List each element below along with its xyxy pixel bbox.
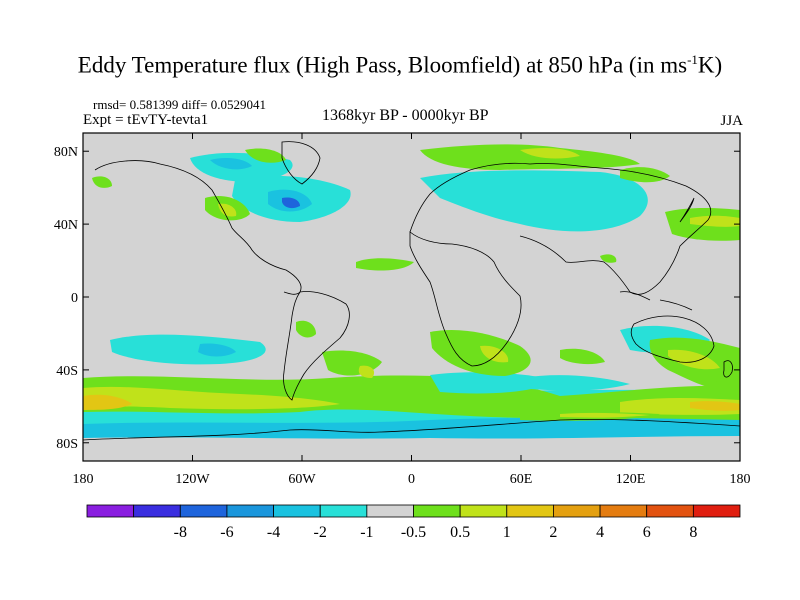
lat-tick-label: 40S bbox=[56, 364, 78, 379]
colorbar-swatch bbox=[319, 504, 368, 518]
colorbar-swatch bbox=[553, 504, 601, 518]
antarctica-coast bbox=[83, 419, 740, 441]
lat-tick-label: 0 bbox=[71, 291, 78, 306]
indian-ocean-blue-arc bbox=[520, 375, 630, 391]
colorbar-swatch bbox=[179, 504, 228, 518]
africa-coast bbox=[409, 231, 522, 367]
colorbar bbox=[86, 504, 741, 518]
arctic-canada-cyan bbox=[210, 158, 252, 170]
southern-ocean-yellow-band bbox=[83, 386, 340, 410]
colorbar-label: 4 bbox=[596, 524, 604, 541]
pacific-yellow-strip bbox=[690, 215, 740, 227]
southern-ocean-orange-east bbox=[690, 401, 740, 411]
lat-tick-label: 40N bbox=[54, 218, 78, 233]
new-zealand-coast bbox=[723, 360, 733, 378]
antarctic-yellow-strip bbox=[560, 412, 650, 418]
north-atlantic-blue-core bbox=[282, 197, 300, 209]
indonesia-coast bbox=[619, 291, 693, 311]
period-label: 1368kyr BP - 0000kyr BP bbox=[322, 107, 489, 124]
colorbar-label: 0.5 bbox=[450, 524, 470, 541]
south-pacific-cyan-core bbox=[198, 343, 236, 357]
colorbar-label: -8 bbox=[174, 524, 187, 541]
gulf-alaska-green bbox=[92, 176, 112, 188]
colorbar-label: 8 bbox=[689, 524, 697, 541]
colorbar-swatch bbox=[646, 504, 694, 518]
australia-coast bbox=[630, 315, 715, 363]
colorbar-label: 1 bbox=[503, 524, 511, 541]
colorbar-labels: -8 -6 -4 -2 -1 -0.5 0.5 1 2 4 6 8 bbox=[174, 524, 698, 541]
colorbar-swatch bbox=[366, 504, 414, 518]
colorbar-label: -4 bbox=[267, 524, 280, 541]
stats-text: rmsd= 0.581399 diff= 0.0529041 bbox=[93, 97, 266, 112]
arctic-eurasia-green bbox=[420, 144, 640, 170]
north-america-yellow bbox=[218, 203, 237, 217]
colorbar-label: -1 bbox=[360, 524, 373, 541]
europe-coast bbox=[409, 162, 712, 233]
west-pacific-green bbox=[600, 254, 617, 263]
season-label: JJA bbox=[720, 113, 743, 129]
lat-tick-label: 80S bbox=[56, 437, 78, 452]
tropical-atlantic-green bbox=[356, 258, 414, 271]
south-pacific-yellow-spot bbox=[358, 365, 375, 378]
lon-tick-label: 60W bbox=[288, 472, 316, 487]
colorbar-swatch bbox=[273, 504, 321, 518]
greenland-coast bbox=[281, 141, 321, 185]
lon-tick-label: 60E bbox=[510, 472, 533, 487]
south-indian-green bbox=[560, 348, 605, 365]
lon-tick-label: 180 bbox=[730, 472, 751, 487]
flux-anomaly-fields bbox=[83, 144, 740, 439]
colorbar-swatch bbox=[86, 504, 135, 518]
chart-title: Eddy Temperature flux (High Pass, Bloomf… bbox=[77, 52, 723, 78]
colorbar-swatch bbox=[506, 504, 554, 518]
north-america-coast bbox=[94, 160, 302, 295]
colorbar-swatch bbox=[413, 504, 461, 518]
longitude-axis: 180 120W 60W 0 60E 120E 180 bbox=[73, 133, 751, 487]
lon-tick-label: 120W bbox=[175, 472, 210, 487]
arctic-eurasia-yellow bbox=[520, 148, 580, 159]
colorbar-label: -0.5 bbox=[401, 524, 426, 541]
south-america-coast bbox=[283, 291, 350, 401]
south-africa-green bbox=[430, 329, 531, 376]
lon-tick-label: 120E bbox=[616, 472, 646, 487]
south-pacific-blue-patch bbox=[110, 334, 266, 365]
south-pacific-green-spot bbox=[296, 320, 316, 338]
colorbar-swatch bbox=[599, 504, 648, 518]
lon-tick-label: 180 bbox=[73, 472, 94, 487]
eurasia-blue bbox=[420, 170, 648, 232]
latitude-axis: 80N 40N 0 40S 80S bbox=[54, 145, 740, 452]
colorbar-label: 6 bbox=[643, 524, 651, 541]
southern-ocean-green-band bbox=[83, 375, 740, 421]
colorbar-label: 2 bbox=[549, 524, 557, 541]
colorbar-swatch bbox=[692, 504, 741, 518]
lon-tick-label: 0 bbox=[408, 472, 415, 487]
south-africa-yellow bbox=[480, 345, 509, 363]
colorbar-swatch bbox=[133, 504, 181, 518]
japan-coast bbox=[679, 197, 695, 223]
colorbar-label: -6 bbox=[220, 524, 233, 541]
coastlines bbox=[83, 141, 740, 441]
colorbar-swatch bbox=[459, 504, 508, 518]
siberia-green bbox=[620, 167, 670, 183]
australia-yellow bbox=[668, 349, 720, 370]
southern-ocean-orange-spot-west bbox=[83, 394, 132, 410]
tasman-green bbox=[700, 369, 740, 384]
greenland-green bbox=[245, 148, 286, 163]
experiment-label: Expt = tEvTY-tevta1 bbox=[83, 112, 209, 128]
lat-tick-label: 80N bbox=[54, 145, 78, 160]
colorbar-label: -2 bbox=[314, 524, 327, 541]
colorbar-swatch bbox=[226, 504, 274, 518]
